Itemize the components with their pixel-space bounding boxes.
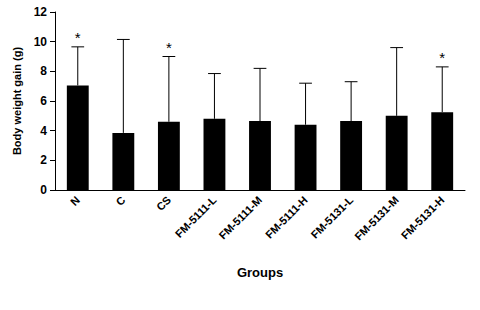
- svg-text:2: 2: [40, 153, 47, 167]
- svg-text:12: 12: [34, 5, 48, 19]
- svg-text:C: C: [113, 194, 127, 208]
- svg-text:N: N: [68, 194, 82, 208]
- svg-text:FM-5111-H: FM-5111-H: [263, 194, 310, 241]
- svg-text:Body weight gain (g): Body weight gain (g): [11, 47, 23, 155]
- svg-text:FM-5131-M: FM-5131-M: [352, 194, 401, 243]
- svg-text:FM-5111-M: FM-5111-M: [216, 194, 264, 242]
- svg-text:6: 6: [40, 94, 47, 108]
- svg-text:*: *: [75, 29, 81, 46]
- svg-text:CS: CS: [154, 194, 173, 213]
- svg-text:0: 0: [40, 183, 47, 197]
- svg-text:8: 8: [40, 64, 47, 78]
- svg-text:4: 4: [40, 124, 47, 138]
- svg-text:Groups: Groups: [237, 265, 283, 280]
- svg-text:FM-5131-H: FM-5131-H: [399, 194, 447, 242]
- svg-text:*: *: [439, 49, 445, 66]
- svg-text:FM-5111-L: FM-5111-L: [173, 194, 219, 240]
- svg-text:10: 10: [34, 35, 48, 49]
- svg-text:*: *: [166, 39, 172, 56]
- svg-text:FM-5131-L: FM-5131-L: [308, 194, 355, 241]
